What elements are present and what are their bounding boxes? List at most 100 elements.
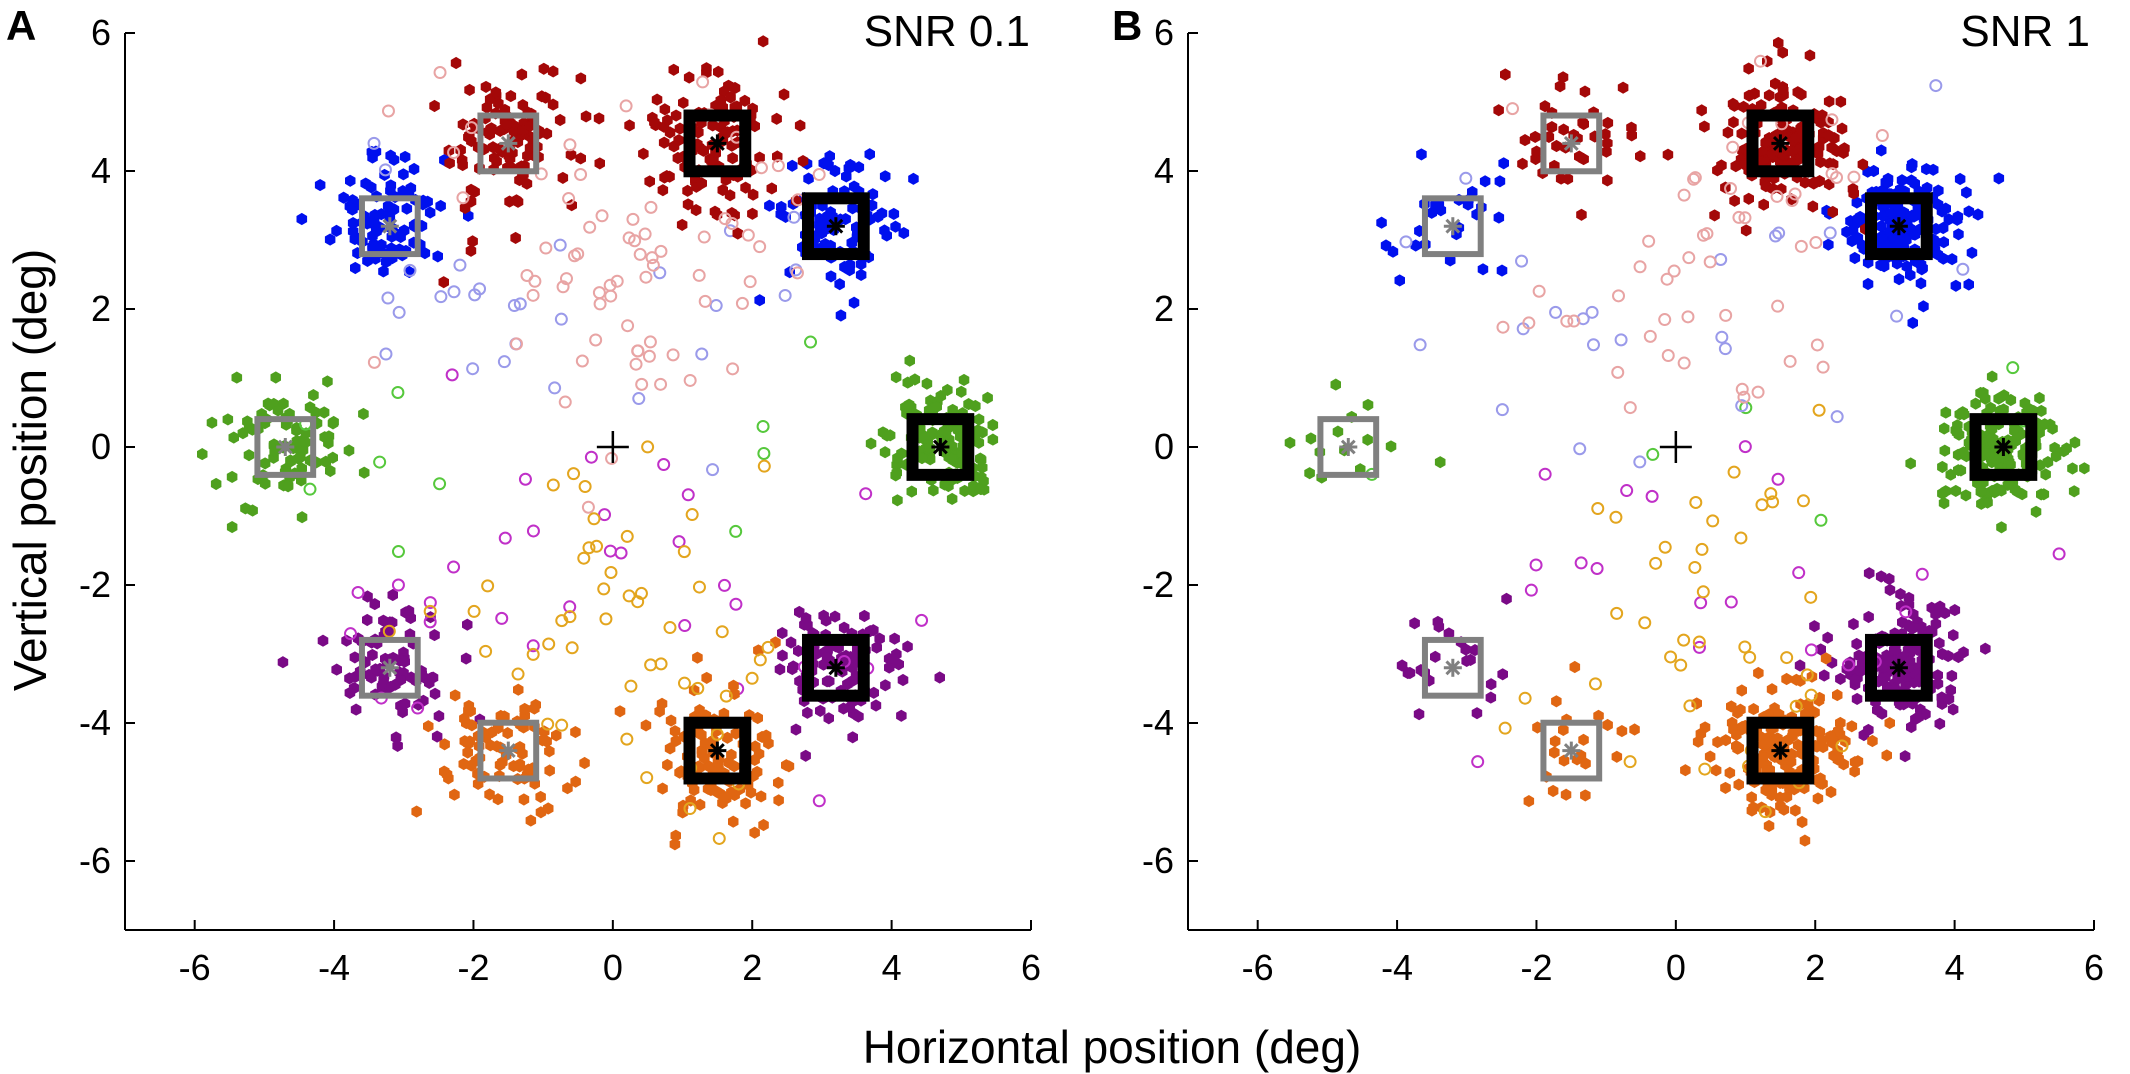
red-right-open-endpoint xyxy=(645,251,659,265)
purple-left-endpoint xyxy=(1396,659,1408,672)
red-right-open-endpoint xyxy=(642,349,656,363)
purple-right-endpoint xyxy=(896,709,907,722)
blue-left-endpoint xyxy=(347,225,359,238)
green-right-endpoint xyxy=(1951,426,1963,439)
purple-right-endpoint xyxy=(838,702,849,715)
orange-right-endpoint xyxy=(1691,697,1702,710)
red-right-open-endpoint xyxy=(1810,338,1824,352)
red-left-open-endpoint xyxy=(558,395,572,409)
orange-left-endpoint xyxy=(439,738,450,751)
red-right-endpoint xyxy=(1816,109,1828,122)
green-left-endpoint xyxy=(228,431,239,444)
green-right-endpoint xyxy=(2068,485,2080,498)
blue-left-center-marker xyxy=(1443,217,1462,236)
orange-right-endpoint xyxy=(1787,726,1799,739)
purple-left-endpoint xyxy=(367,648,378,662)
red-left-open-endpoint xyxy=(1667,264,1681,278)
red-right-open-endpoint xyxy=(528,274,542,288)
red-right-open-endpoint xyxy=(683,373,697,387)
red-right-endpoint xyxy=(658,136,670,149)
purple-right-endpoint xyxy=(1934,717,1946,730)
red-right-endpoint xyxy=(1758,198,1769,211)
red-right-box xyxy=(1746,109,1815,178)
green-left-endpoint xyxy=(259,477,271,490)
blue-right-open-endpoint xyxy=(709,299,723,313)
orange-right-endpoint xyxy=(1680,764,1691,777)
red-left-endpoint xyxy=(547,65,559,78)
y-tick-label: -6 xyxy=(1142,840,1174,881)
orange-right-endpoint xyxy=(1710,764,1722,777)
blue-right-endpoint xyxy=(867,188,879,201)
green-right-endpoint xyxy=(891,466,902,479)
green-right-endpoint xyxy=(2030,505,2042,518)
red-right-endpoint xyxy=(1839,142,1850,155)
orange-right-open-endpoint xyxy=(1755,498,1769,512)
red-right-endpoint xyxy=(668,63,679,76)
green-right-endpoint xyxy=(2050,450,2062,463)
purple-right-open-endpoint xyxy=(678,619,692,633)
purple-left-box xyxy=(358,636,421,699)
blue-left-open-endpoint xyxy=(513,297,527,311)
purple-left-open-endpoint xyxy=(495,611,509,625)
red-right-open-endpoint xyxy=(1830,170,1844,184)
purple-right-open-endpoint xyxy=(2052,547,2066,561)
red-left-open-endpoint xyxy=(433,66,447,80)
red-right-open-endpoint xyxy=(1677,188,1691,202)
panel-b-title: SNR 1 xyxy=(1960,7,2090,56)
red-left-endpoint xyxy=(1554,80,1566,93)
blue-left-open-endpoint xyxy=(367,136,381,150)
red-left-open-endpoint xyxy=(1522,316,1536,330)
red-right-endpoint xyxy=(727,152,738,165)
red-right-endpoint xyxy=(1736,127,1747,140)
green-left-open-endpoint xyxy=(1646,447,1660,461)
orange-right-open-endpoint xyxy=(1796,494,1810,508)
orange-left-endpoint xyxy=(1629,723,1640,736)
orange-right-open-endpoint xyxy=(582,541,596,555)
red-right-endpoint xyxy=(638,147,649,160)
blue-right-endpoint xyxy=(1972,208,1984,221)
blue-left-endpoint xyxy=(408,162,420,176)
orange-left-endpoint xyxy=(570,775,581,788)
blue-right-endpoint xyxy=(1852,212,1864,225)
blue-right-endpoint xyxy=(847,202,858,215)
orange-right-endpoint xyxy=(1832,689,1843,702)
green-right-endpoint xyxy=(1996,521,2007,534)
x-tick-label: 2 xyxy=(1805,947,1825,988)
blue-left-open-endpoint xyxy=(1399,235,1413,249)
blue-right-open-endpoint xyxy=(1823,226,1837,240)
green-left-endpoint xyxy=(343,444,355,457)
green-right-endpoint xyxy=(1950,484,1962,497)
orange-left-endpoint xyxy=(1549,746,1560,759)
purple-right-endpoint xyxy=(1937,647,1948,661)
orange-right-endpoint xyxy=(692,651,703,664)
purple-right-endpoint xyxy=(870,699,882,712)
green-right-endpoint xyxy=(1979,392,1991,405)
green-right-endpoint xyxy=(884,429,896,442)
green-right-endpoint xyxy=(1982,496,1993,509)
red-left-open-endpoint xyxy=(1567,314,1581,328)
purple-left-open-endpoint xyxy=(498,531,512,545)
x-tick-label: -6 xyxy=(1242,947,1274,988)
red-right-open-endpoint xyxy=(698,294,712,308)
blue-left-open-endpoint xyxy=(447,285,461,299)
red-left-open-endpoint xyxy=(1681,310,1695,324)
green-left-endpoint xyxy=(1332,425,1344,438)
purple-left-endpoint xyxy=(1413,708,1425,721)
red-right-endpoint xyxy=(1722,126,1734,139)
orange-right-endpoint xyxy=(1724,766,1736,779)
red-right-endpoint xyxy=(682,198,694,211)
purple-left-endpoint xyxy=(429,629,440,642)
orange-right-open-endpoint xyxy=(654,657,668,671)
x-tick-label: -2 xyxy=(457,947,489,988)
green-right-endpoint xyxy=(902,376,913,389)
green-right-open-endpoint xyxy=(729,524,743,538)
blue-right-endpoint xyxy=(843,162,855,175)
orange-right-endpoint xyxy=(1753,666,1764,680)
red-right-open-endpoint xyxy=(1688,171,1702,185)
green-right-endpoint xyxy=(946,440,957,453)
purple-left-endpoint xyxy=(1485,691,1497,704)
red-right-endpoint xyxy=(674,122,686,135)
green-left-endpoint xyxy=(295,451,306,464)
red-right-endpoint xyxy=(683,71,695,84)
green-right-endpoint xyxy=(975,483,986,496)
